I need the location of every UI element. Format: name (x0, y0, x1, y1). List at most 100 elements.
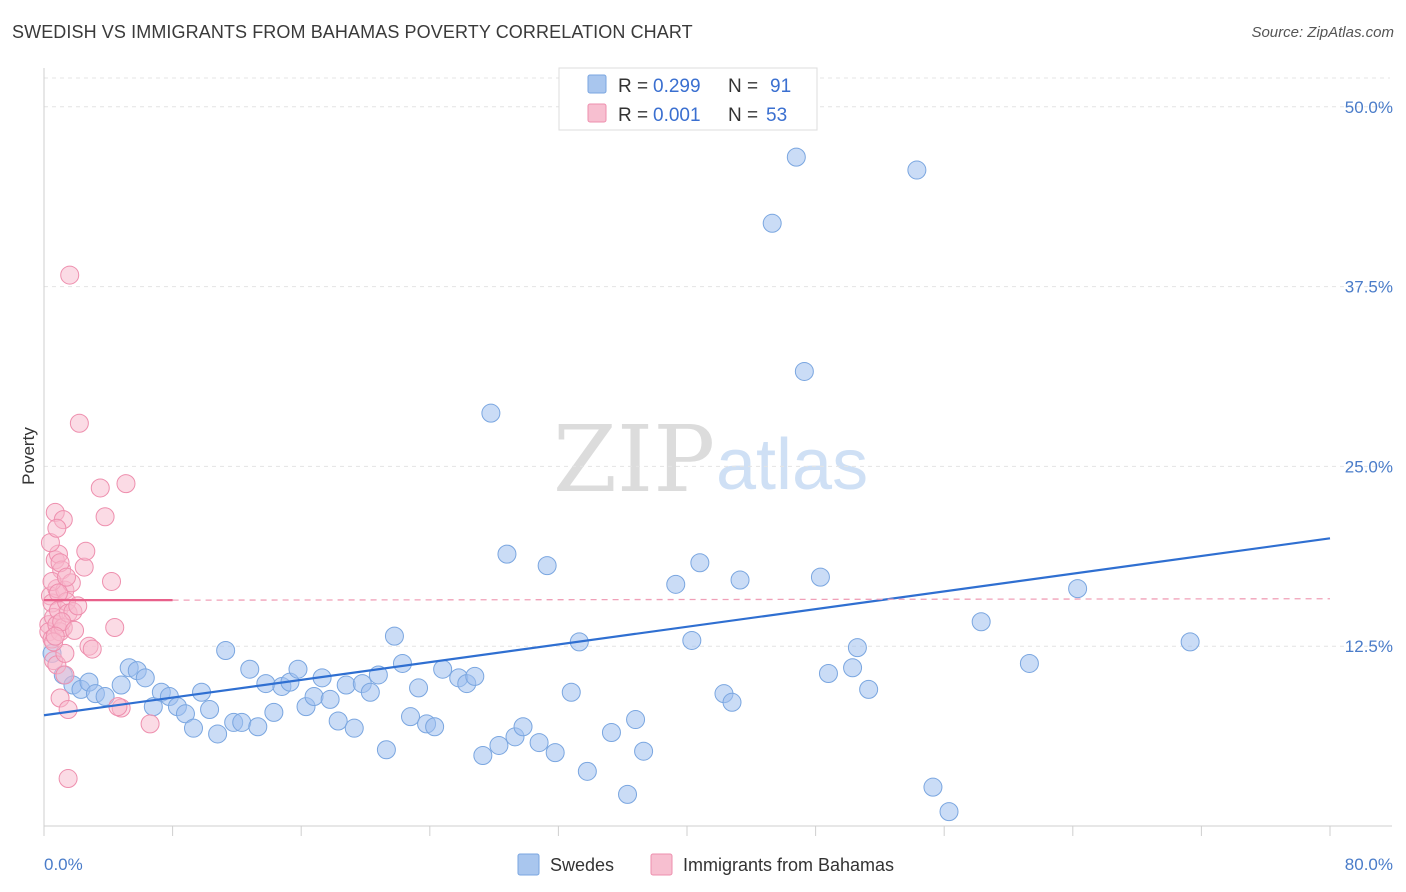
x-tick-labels: 0.0% 80.0% (44, 855, 1393, 874)
trend-lines (43, 537, 1331, 717)
y-tick-labels: 12.5% 25.0% 37.5% 50.0% (1345, 98, 1393, 656)
y-tick-label: 50.0% (1345, 98, 1393, 117)
swedes-point (601, 723, 621, 742)
legend-swatch-swedes (587, 74, 607, 94)
swedes-point (336, 675, 356, 695)
swedes-trend-line (43, 537, 1331, 717)
swedes-point (183, 718, 203, 738)
bottom-legend-swatch-bahamas (650, 853, 673, 876)
swedes-point (425, 717, 445, 737)
swedes-point (923, 777, 943, 797)
swedes-point (513, 717, 533, 737)
bahamas-point (47, 518, 67, 538)
swedes-point (618, 784, 638, 804)
swedes-point (248, 717, 268, 737)
swedes-point (561, 682, 581, 702)
bahamas-point (105, 617, 125, 637)
swedes-point (175, 704, 195, 724)
bahamas-point (45, 626, 65, 646)
bahamas-trend-line-dashed (172, 598, 1331, 601)
legend-n-label-swedes: N = (728, 76, 758, 97)
swedes-point (666, 574, 686, 594)
legend-r-swedes: 0.299 (653, 76, 701, 97)
bahamas-point (48, 583, 68, 603)
y-tick-label: 25.0% (1345, 457, 1393, 476)
swedes-point (537, 556, 557, 576)
swedes-point (208, 724, 228, 744)
swedes-point (489, 735, 509, 755)
swedes-point (288, 659, 308, 679)
legend-r-label-bahamas: R = (618, 105, 648, 126)
bahamas-point (95, 507, 115, 527)
swedes-point (344, 718, 364, 738)
bahamas-points (39, 265, 160, 789)
x-tick-label-min: 0.0% (44, 855, 83, 874)
swedes-point (304, 687, 324, 707)
legend-swatch-bahamas (587, 103, 607, 123)
swedes-point (384, 626, 404, 646)
bahamas-point (76, 541, 96, 561)
bahamas-point (140, 714, 160, 734)
swedes-point (376, 740, 396, 760)
swedes-point (392, 653, 412, 673)
swedes-points (42, 147, 1200, 822)
bahamas-point (55, 643, 75, 663)
bahamas-point (82, 639, 102, 659)
x-tick-label-max: 80.0% (1345, 855, 1393, 874)
watermark-zip: ZIP (553, 406, 715, 513)
bottom-legend-swedes: Swedes (550, 855, 614, 875)
swedes-point (409, 678, 429, 698)
legend-n-swedes: 91 (770, 76, 791, 97)
y-axis-label: Poverty (19, 427, 38, 485)
swedes-point (111, 675, 131, 695)
bahamas-point (69, 413, 89, 433)
swedes-point (529, 733, 549, 753)
legend-r-label-swedes: R = (618, 76, 648, 97)
swedes-point (433, 659, 453, 679)
legend: R = 0.299 N = 91 R = 0.001 N = 53 (558, 67, 818, 131)
swedes-point (577, 761, 597, 781)
swedes-point (481, 403, 501, 423)
bahamas-point (74, 557, 94, 577)
swedes-point (135, 668, 155, 688)
swedes-point (843, 658, 863, 678)
swedes-point (95, 687, 115, 707)
swedes-point (818, 664, 838, 684)
swedes-point (1180, 632, 1200, 652)
legend-r-bahamas: 0.001 (653, 105, 701, 126)
bahamas-point (58, 769, 78, 789)
watermark-atlas: atlas (716, 425, 868, 505)
chart-title: SWEDISH VS IMMIGRANTS FROM BAHAMAS POVER… (12, 22, 693, 42)
swedes-point (730, 570, 750, 590)
swedes-point (232, 712, 252, 732)
bahamas-point (116, 474, 136, 494)
swedes-point (320, 689, 340, 709)
y-tick-label: 37.5% (1345, 278, 1393, 297)
swedes-point (762, 213, 782, 233)
swedes-point (690, 553, 710, 573)
swedes-point (264, 702, 284, 722)
bahamas-point (60, 265, 80, 285)
swedes-point (240, 659, 260, 679)
swedes-point (1019, 653, 1039, 673)
swedes-point (200, 699, 220, 719)
bahamas-point (57, 567, 77, 587)
y-tick-label: 12.5% (1345, 637, 1393, 656)
swedes-point (847, 638, 867, 658)
swedes-point (465, 666, 485, 686)
swedes-point (360, 682, 380, 702)
watermark: ZIP atlas (553, 406, 868, 513)
swedes-point (216, 641, 236, 661)
swedes-point (626, 710, 646, 730)
swedes-point (497, 544, 517, 564)
bottom-legend: Swedes Immigrants from Bahamas (517, 853, 894, 876)
bahamas-point (65, 620, 85, 640)
swedes-point (401, 707, 421, 727)
swedes-point (682, 630, 702, 650)
swedes-point (794, 361, 814, 381)
bahamas-point (55, 665, 75, 685)
swedes-point (473, 746, 493, 766)
source-label: Source: ZipAtlas.com (1251, 24, 1394, 41)
swedes-point (634, 741, 654, 761)
